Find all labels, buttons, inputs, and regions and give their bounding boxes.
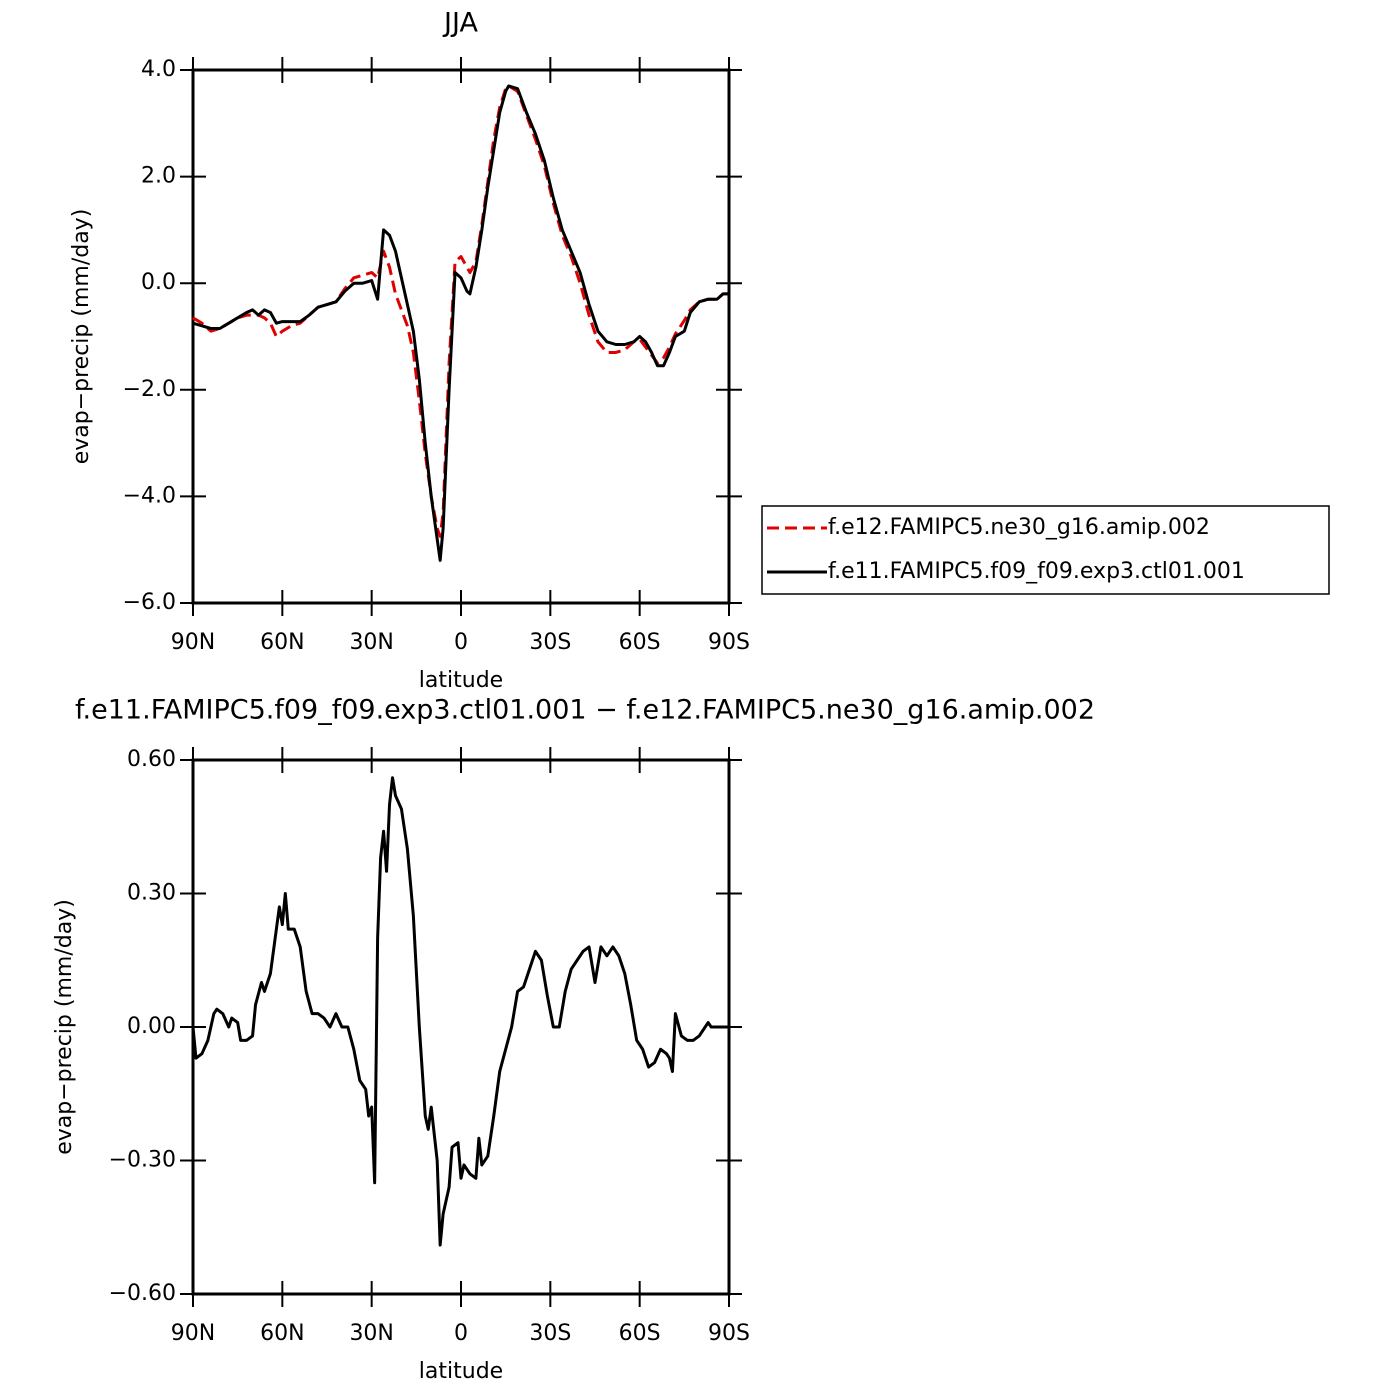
x-tick-label: 90N: [171, 630, 215, 655]
y-tick-label: 0.0: [141, 270, 176, 295]
x-tick-label: 90S: [708, 1321, 750, 1346]
x-tick-label: 0: [454, 630, 468, 655]
y-tick-label: 0.60: [127, 747, 176, 772]
x-tick-label: 60S: [619, 1321, 661, 1346]
y-axis-label: evap−precip (mm/day): [52, 899, 77, 1155]
x-tick-label: 30N: [349, 1321, 393, 1346]
data-line: [192, 84, 729, 538]
legend-box: [761, 505, 1330, 595]
plot-frame: [191, 758, 731, 1296]
legend-label: f.e12.FAMIPC5.ne30_g16.amip.002: [828, 515, 1210, 540]
y-tick-label: 0.00: [127, 1014, 176, 1039]
x-tick-label: 30S: [529, 630, 571, 655]
legend-label: f.e11.FAMIPC5.f09_f09.exp3.ctl01.001: [828, 559, 1245, 584]
data-line: [192, 84, 729, 562]
chart-title: f.e11.FAMIPC5.f09_f09.exp3.ctl01.001 − f…: [75, 695, 1095, 726]
x-axis-label: latitude: [419, 1359, 503, 1384]
x-tick-label: 30S: [529, 1321, 571, 1346]
x-tick-label: 90S: [708, 630, 750, 655]
y-tick-label: −6.0: [123, 590, 176, 615]
chart-title: JJA: [442, 8, 478, 39]
x-tick-label: 0: [454, 1321, 468, 1346]
y-tick-label: 0.30: [127, 881, 176, 906]
y-tick-label: −2.0: [123, 377, 176, 402]
x-tick-label: 30N: [349, 630, 393, 655]
y-tick-label: 4.0: [141, 57, 176, 82]
x-tick-label: 60S: [619, 630, 661, 655]
y-tick-label: −4.0: [123, 483, 176, 508]
data-line: [191, 776, 729, 1247]
y-tick-label: −0.30: [109, 1148, 176, 1173]
y-tick-label: 2.0: [141, 164, 176, 189]
y-axis-label: evap−precip (mm/day): [69, 209, 94, 465]
x-tick-label: 60N: [260, 1321, 304, 1346]
x-axis-label: latitude: [419, 668, 503, 693]
x-tick-label: 60N: [260, 630, 304, 655]
y-tick-label: −0.60: [109, 1281, 176, 1306]
x-tick-label: 90N: [171, 1321, 215, 1346]
plot-frame: [191, 68, 731, 605]
